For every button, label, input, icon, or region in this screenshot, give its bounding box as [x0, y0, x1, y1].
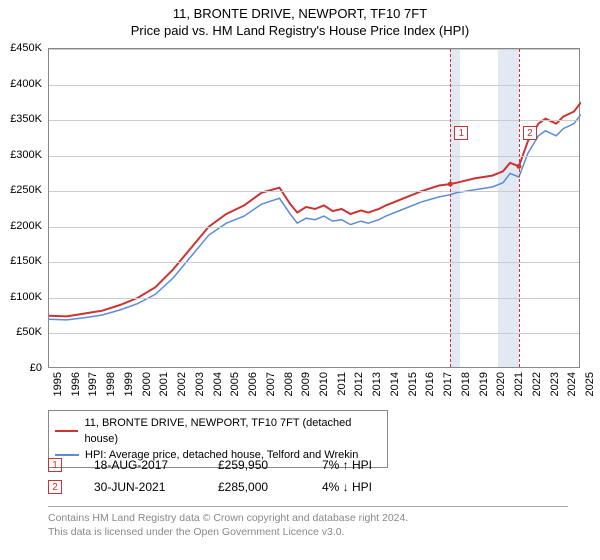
x-axis-label: 2020 [495, 372, 507, 396]
x-axis-label: 1998 [105, 372, 117, 396]
x-axis-label: 2024 [566, 372, 578, 396]
x-axis-label: 2014 [389, 372, 401, 396]
x-axis-label: 2021 [513, 372, 525, 396]
y-axis-label: £400K [10, 78, 42, 90]
transactions-table: 1 18-AUG-2017 £259,950 7% ↑ HPI 2 30-JUN-2021… [48, 454, 402, 498]
y-axis-label: £250K [10, 184, 42, 196]
x-axis-label: 2019 [478, 372, 490, 396]
x-axis-label: 2007 [265, 372, 277, 396]
y-axis-label: £300K [10, 149, 42, 161]
gridline-h [49, 85, 579, 86]
transaction-row: 1 18-AUG-2017 £259,950 7% ↑ HPI [48, 454, 402, 476]
transaction-date: 18-AUG-2017 [94, 458, 194, 472]
marker-number-box: 1 [454, 126, 468, 140]
x-axis-label: 2003 [194, 372, 206, 396]
footer-line-1: Contains HM Land Registry data © Crown c… [48, 511, 568, 525]
y-axis-label: £350K [10, 113, 42, 125]
y-axis-label: £50K [16, 326, 42, 338]
transaction-marker-icon: 2 [48, 480, 62, 494]
gridline-h [49, 298, 579, 299]
marker-number-box: 2 [523, 126, 537, 140]
series-lines [49, 49, 581, 369]
x-axis-label: 2015 [407, 372, 419, 396]
transaction-price: £259,950 [218, 458, 298, 472]
legend-label: 11, BRONTE DRIVE, NEWPORT, TF10 7FT (det… [84, 415, 381, 447]
series-line [49, 114, 581, 320]
x-axis-label: 2025 [584, 372, 596, 396]
gridline-h [49, 227, 579, 228]
transaction-delta: 4% ↓ HPI [322, 480, 402, 494]
gridline-h [49, 191, 579, 192]
x-axis-label: 2010 [318, 372, 330, 396]
x-axis-label: 2009 [300, 372, 312, 396]
x-axis-label: 2002 [176, 372, 188, 396]
legend-row: 11, BRONTE DRIVE, NEWPORT, TF10 7FT (det… [55, 415, 381, 447]
x-axis-label: 2018 [460, 372, 472, 396]
x-axis-label: 2012 [353, 372, 365, 396]
y-axis-label: £450K [10, 42, 42, 54]
transaction-date: 30-JUN-2021 [94, 480, 194, 494]
y-axis-label: £200K [10, 220, 42, 232]
x-axis-label: 2013 [371, 372, 383, 396]
gridline-h [49, 333, 579, 334]
transaction-delta: 7% ↑ HPI [322, 458, 402, 472]
series-line [49, 102, 581, 316]
x-axis-label: 2004 [212, 372, 224, 396]
x-axis-label: 1996 [70, 372, 82, 396]
y-axis-label: £100K [10, 291, 42, 303]
gridline-h [49, 120, 579, 121]
transaction-row: 2 30-JUN-2021 £285,000 4% ↓ HPI [48, 476, 402, 498]
x-axis-label: 2022 [531, 372, 543, 396]
transaction-marker-icon: 1 [48, 458, 62, 472]
marker-vline [519, 49, 520, 367]
x-axis-label: 1997 [87, 372, 99, 396]
plot-region: 12 [48, 48, 580, 368]
x-axis-label: 2001 [158, 372, 170, 396]
y-axis-label: £0 [30, 362, 42, 374]
x-axis-label: 2017 [442, 372, 454, 396]
legend-swatch [55, 430, 78, 432]
x-axis-label: 1999 [123, 372, 135, 396]
x-axis-label: 2023 [549, 372, 561, 396]
gridline-h [49, 49, 579, 50]
chart-area: 12 £0£50K£100K£150K£200K£250K£300K£350K£… [48, 48, 580, 368]
x-axis-label: 2000 [141, 372, 153, 396]
transaction-price: £285,000 [218, 480, 298, 494]
x-axis-label: 2008 [283, 372, 295, 396]
x-axis-label: 2006 [247, 372, 259, 396]
x-axis-label: 1995 [52, 372, 64, 396]
chart-title: 11, BRONTE DRIVE, NEWPORT, TF10 7FT [0, 6, 600, 21]
footer-line-2: This data is licensed under the Open Gov… [48, 525, 568, 539]
y-axis-label: £150K [10, 255, 42, 267]
footer-attribution: Contains HM Land Registry data © Crown c… [48, 506, 568, 539]
chart-subtitle: Price paid vs. HM Land Registry's House … [0, 23, 600, 38]
marker-vline [450, 49, 451, 367]
gridline-h [49, 156, 579, 157]
x-axis-label: 2011 [336, 372, 348, 396]
x-axis-label: 2016 [424, 372, 436, 396]
gridline-h [49, 262, 579, 263]
x-axis-label: 2005 [229, 372, 241, 396]
